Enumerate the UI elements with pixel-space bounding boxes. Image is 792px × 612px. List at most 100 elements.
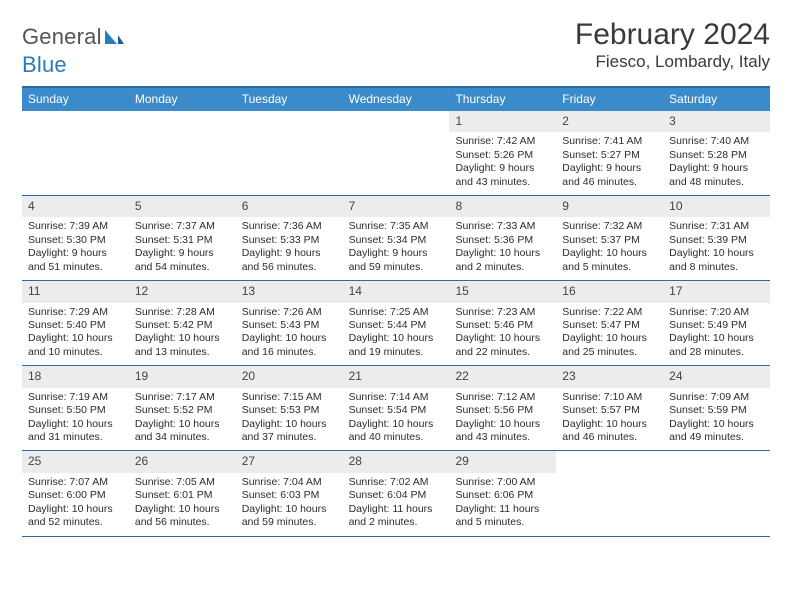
- daylight-text: Daylight: 10 hours and 25 minutes.: [562, 332, 657, 359]
- sunrise-text: Sunrise: 7:19 AM: [28, 391, 123, 404]
- day-body: Sunrise: 7:22 AMSunset: 5:47 PMDaylight:…: [556, 306, 663, 360]
- day-body: Sunrise: 7:23 AMSunset: 5:46 PMDaylight:…: [449, 306, 556, 360]
- day-number: 26: [129, 451, 236, 472]
- day-body: Sunrise: 7:36 AMSunset: 5:33 PMDaylight:…: [236, 220, 343, 274]
- day-body: Sunrise: 7:35 AMSunset: 5:34 PMDaylight:…: [343, 220, 450, 274]
- daylight-text: Daylight: 10 hours and 22 minutes.: [455, 332, 550, 359]
- day-cell: 3Sunrise: 7:40 AMSunset: 5:28 PMDaylight…: [663, 111, 770, 195]
- day-cell: 26 Sunrise: 7:05 AMSunset: 6:01 PMDayligh…: [129, 451, 236, 535]
- day-number: 27: [236, 451, 343, 472]
- sunrise-text: Sunrise: 7:41 AM: [562, 135, 657, 148]
- day-number: 21: [343, 366, 450, 387]
- daylight-text: Daylight: 9 hours and 46 minutes.: [562, 162, 657, 189]
- day-cell: 22Sunrise: 7:12 AMSunset: 5:56 PMDayligh…: [449, 366, 556, 450]
- day-number: 24: [663, 366, 770, 387]
- day-body: Sunrise: 7:17 AMSunset: 5:52 PMDaylight:…: [129, 391, 236, 445]
- sunset-text: Sunset: 5:42 PM: [135, 319, 230, 332]
- day-body: Sunrise: 7:29 AMSunset: 5:40 PMDaylight:…: [22, 306, 129, 360]
- day-cell: 5 Sunrise: 7:37 AMSunset: 5:31 PMDaylight…: [129, 196, 236, 280]
- day-cell: 17Sunrise: 7:20 AMSunset: 5:49 PMDayligh…: [663, 281, 770, 365]
- daylight-text: Daylight: 11 hours and 2 minutes.: [349, 503, 444, 530]
- dow-wednesday: Wednesday: [343, 88, 450, 111]
- day-number: 9: [556, 196, 663, 217]
- page-header: GeneralBlue February 2024 Fiesco, Lombar…: [22, 18, 770, 78]
- day-body: Sunrise: 7:05 AMSunset: 6:01 PMDaylight:…: [129, 476, 236, 530]
- day-number: 19: [129, 366, 236, 387]
- sunrise-text: Sunrise: 7:35 AM: [349, 220, 444, 233]
- sunset-text: Sunset: 5:43 PM: [242, 319, 337, 332]
- dow-friday: Friday: [556, 88, 663, 111]
- daylight-text: Daylight: 11 hours and 5 minutes.: [455, 503, 550, 530]
- day-number: 15: [449, 281, 556, 302]
- daylight-text: Daylight: 10 hours and 56 minutes.: [135, 503, 230, 530]
- dow-saturday: Saturday: [663, 88, 770, 111]
- sunrise-text: Sunrise: 7:39 AM: [28, 220, 123, 233]
- dow-tuesday: Tuesday: [236, 88, 343, 111]
- sunrise-text: Sunrise: 7:37 AM: [135, 220, 230, 233]
- day-body: Sunrise: 7:15 AMSunset: 5:53 PMDaylight:…: [236, 391, 343, 445]
- day-body: Sunrise: 7:37 AMSunset: 5:31 PMDaylight:…: [129, 220, 236, 274]
- sunset-text: Sunset: 5:30 PM: [28, 234, 123, 247]
- day-cell: 8Sunrise: 7:33 AMSunset: 5:36 PMDaylight…: [449, 196, 556, 280]
- day-cell: 19 Sunrise: 7:17 AMSunset: 5:52 PMDayligh…: [129, 366, 236, 450]
- sunset-text: Sunset: 5:59 PM: [669, 404, 764, 417]
- day-number: 29: [449, 451, 556, 472]
- sunrise-text: Sunrise: 7:42 AM: [455, 135, 550, 148]
- day-body: Sunrise: 7:25 AMSunset: 5:44 PMDaylight:…: [343, 306, 450, 360]
- location-subtitle: Fiesco, Lombardy, Italy: [575, 52, 770, 72]
- day-body: Sunrise: 7:02 AMSunset: 6:04 PMDaylight:…: [343, 476, 450, 530]
- day-body: Sunrise: 7:41 AMSunset: 5:27 PMDaylight:…: [556, 135, 663, 189]
- sunset-text: Sunset: 6:06 PM: [455, 489, 550, 502]
- sunset-text: Sunset: 6:00 PM: [28, 489, 123, 502]
- day-number: 13: [236, 281, 343, 302]
- sunset-text: Sunset: 5:44 PM: [349, 319, 444, 332]
- dow-thursday: Thursday: [449, 88, 556, 111]
- dow-sunday: Sunday: [22, 88, 129, 111]
- day-body: Sunrise: 7:07 AMSunset: 6:00 PMDaylight:…: [22, 476, 129, 530]
- daylight-text: Daylight: 10 hours and 34 minutes.: [135, 418, 230, 445]
- day-body: Sunrise: 7:04 AMSunset: 6:03 PMDaylight:…: [236, 476, 343, 530]
- sail-icon: [103, 26, 125, 52]
- title-block: February 2024 Fiesco, Lombardy, Italy: [575, 18, 770, 72]
- day-cell: 25Sunrise: 7:07 AMSunset: 6:00 PMDayligh…: [22, 451, 129, 535]
- sunrise-text: Sunrise: 7:02 AM: [349, 476, 444, 489]
- brand-logo: GeneralBlue: [22, 24, 125, 78]
- day-number: 5: [129, 196, 236, 217]
- daylight-text: Daylight: 10 hours and 37 minutes.: [242, 418, 337, 445]
- sunrise-text: Sunrise: 7:07 AM: [28, 476, 123, 489]
- sunset-text: Sunset: 5:36 PM: [455, 234, 550, 247]
- daylight-text: Daylight: 10 hours and 2 minutes.: [455, 247, 550, 274]
- day-cell: 27 Sunrise: 7:04 AMSunset: 6:03 PMDayligh…: [236, 451, 343, 535]
- sunset-text: Sunset: 5:56 PM: [455, 404, 550, 417]
- sunrise-text: Sunrise: 7:23 AM: [455, 306, 550, 319]
- daylight-text: Daylight: 10 hours and 19 minutes.: [349, 332, 444, 359]
- sunrise-text: Sunrise: 7:00 AM: [455, 476, 550, 489]
- day-cell: 4 Sunrise: 7:39 AMSunset: 5:30 PMDaylight…: [22, 196, 129, 280]
- sunrise-text: Sunrise: 7:14 AM: [349, 391, 444, 404]
- daylight-text: Daylight: 10 hours and 59 minutes.: [242, 503, 337, 530]
- daylight-text: Daylight: 10 hours and 43 minutes.: [455, 418, 550, 445]
- sunset-text: Sunset: 5:34 PM: [349, 234, 444, 247]
- day-body: Sunrise: 7:32 AMSunset: 5:37 PMDaylight:…: [556, 220, 663, 274]
- day-number: 11: [22, 281, 129, 302]
- day-number: 1: [449, 111, 556, 132]
- day-body: Sunrise: 7:19 AMSunset: 5:50 PMDaylight:…: [22, 391, 129, 445]
- day-number: 7: [343, 196, 450, 217]
- sunset-text: Sunset: 5:27 PM: [562, 149, 657, 162]
- day-cell: 7 Sunrise: 7:35 AMSunset: 5:34 PMDaylight…: [343, 196, 450, 280]
- sunrise-text: Sunrise: 7:28 AM: [135, 306, 230, 319]
- week-row: 4Sunrise: 7:39 AMSunset: 5:30 PMDaylight…: [22, 196, 770, 281]
- day-cell: 14Sunrise: 7:25 AMSunset: 5:44 PMDayligh…: [343, 281, 450, 365]
- sunset-text: Sunset: 6:01 PM: [135, 489, 230, 502]
- day-body: Sunrise: 7:39 AMSunset: 5:30 PMDaylight:…: [22, 220, 129, 274]
- day-cell: [343, 111, 450, 195]
- day-number: 4: [22, 196, 129, 217]
- sunset-text: Sunset: 5:26 PM: [455, 149, 550, 162]
- sunset-text: Sunset: 5:37 PM: [562, 234, 657, 247]
- daylight-text: Daylight: 10 hours and 28 minutes.: [669, 332, 764, 359]
- day-body: Sunrise: 7:42 AMSunset: 5:26 PMDaylight:…: [449, 135, 556, 189]
- week-row: 25Sunrise: 7:07 AMSunset: 6:00 PMDayligh…: [22, 451, 770, 536]
- day-cell: 1 Sunrise: 7:42 AMSunset: 5:26 PMDaylight…: [449, 111, 556, 195]
- sunset-text: Sunset: 6:03 PM: [242, 489, 337, 502]
- day-cell: 28Sunrise: 7:02 AMSunset: 6:04 PMDayligh…: [343, 451, 450, 535]
